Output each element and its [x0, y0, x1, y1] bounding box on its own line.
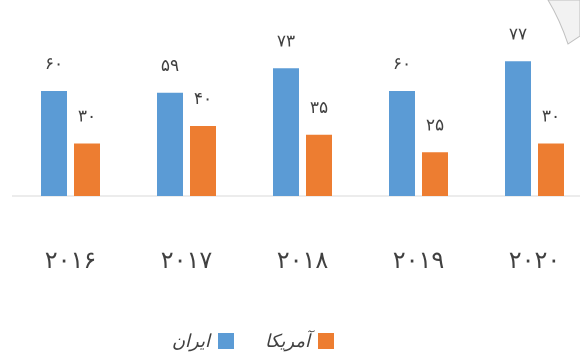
bar-usa-0 [74, 143, 100, 196]
bar-usa-3 [422, 152, 448, 196]
legend-label-usa: آمریکا [265, 330, 315, 352]
data-label-iran-3: ۶۰ [393, 54, 411, 74]
bar-iran-2 [273, 68, 299, 196]
bar-usa-4 [538, 143, 564, 196]
data-label-usa-2: ۳۵ [310, 98, 328, 118]
legend-label-iran: ایران [172, 331, 212, 352]
data-label-iran-0: ۶۰ [45, 54, 63, 74]
bar-iran-3 [389, 91, 415, 196]
category-label-4: ۲۰۲۰ [509, 246, 561, 274]
bar-iran-4 [505, 61, 531, 196]
bar-iran-0 [41, 91, 67, 196]
category-label-0: ۲۰۱۶ [45, 246, 97, 274]
bar-usa-2 [306, 134, 332, 196]
data-label-usa-0: ۳۰ [78, 107, 96, 127]
data-label-usa-3: ۲۵ [426, 115, 444, 135]
category-label-3: ۲۰۱۹ [393, 246, 445, 274]
category-label-1: ۲۰۱۷ [161, 246, 213, 274]
legend-swatch-iran [218, 333, 234, 349]
data-label-iran-2: ۷۳ [277, 31, 295, 51]
bar-usa-1 [190, 126, 216, 196]
legend-swatch-usa [318, 333, 334, 349]
data-label-usa-1: ۴۰ [194, 89, 212, 109]
data-label-iran-1: ۵۹ [161, 56, 179, 76]
corner-decoration [547, 0, 580, 45]
data-label-iran-4: ۷۷ [509, 24, 527, 44]
bar-iran-1 [157, 92, 183, 196]
category-label-2: ۲۰۱۸ [277, 246, 329, 274]
data-label-usa-4: ۳۰ [542, 107, 560, 127]
